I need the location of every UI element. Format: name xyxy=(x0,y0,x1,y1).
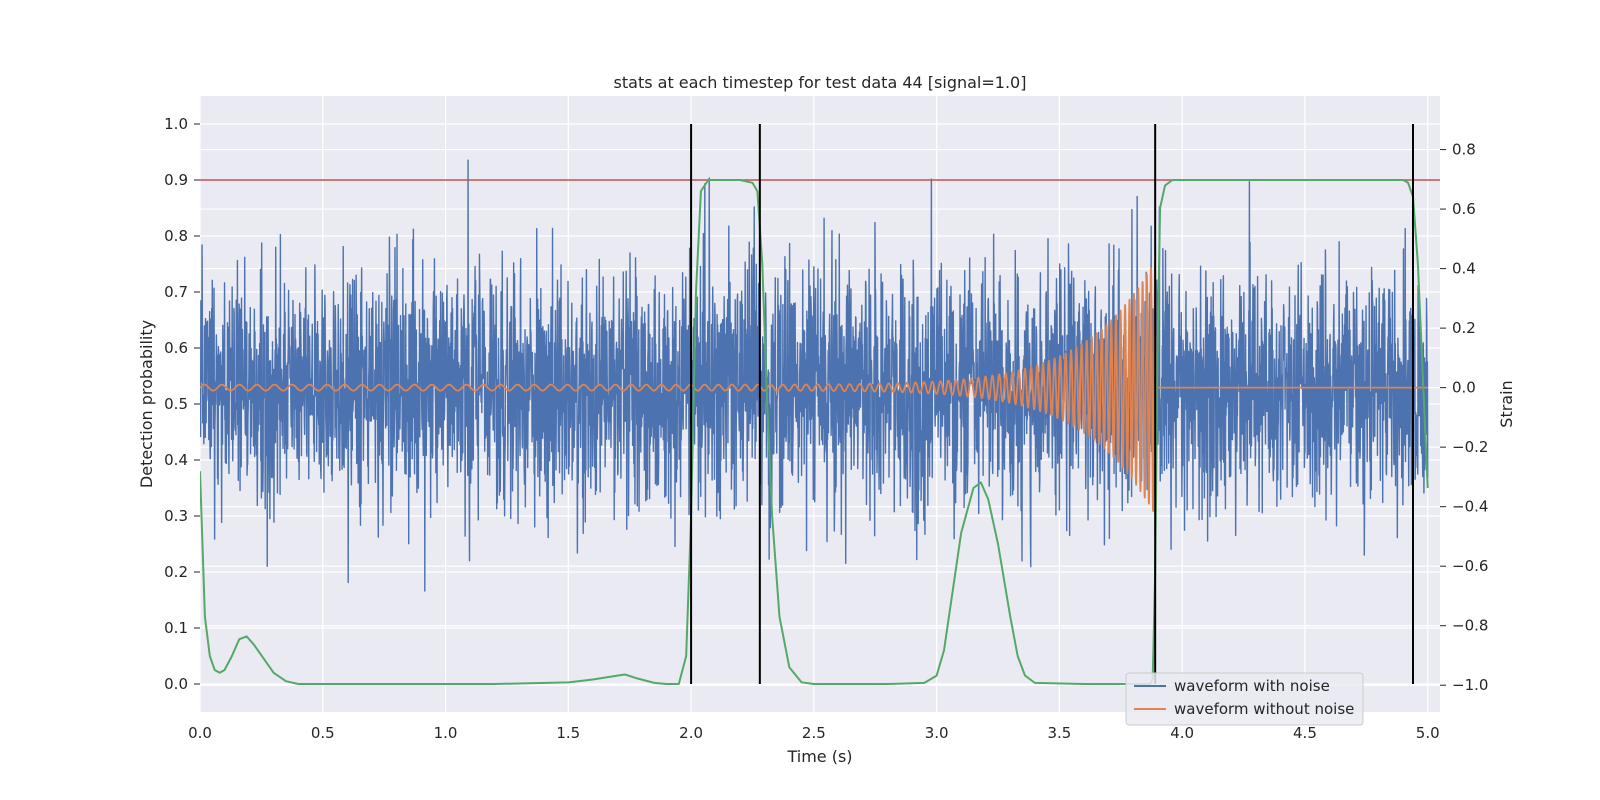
y-tick-label-left: 0.3 xyxy=(164,507,188,525)
y-tick-label-left: 0.1 xyxy=(164,619,188,637)
x-tick-label: 0.5 xyxy=(311,724,335,742)
x-tick-label: 4.5 xyxy=(1293,724,1317,742)
legend-label-waveform-without-noise: waveform without noise xyxy=(1174,700,1354,718)
y-tick-label-left: 0.0 xyxy=(164,675,188,693)
y-tick-label-left: 0.8 xyxy=(164,227,188,245)
y-axis-label-left: Detection probability xyxy=(137,320,156,488)
legend-label-waveform-with-noise: waveform with noise xyxy=(1174,677,1330,695)
x-tick-label: 3.0 xyxy=(925,724,949,742)
y-tick-label-right: 0.2 xyxy=(1452,319,1476,337)
y-ticks-right: −1.0 −0.8 −0.6 −0.4 −0.2 0.0 0.2 0.4 0.6 0.8 xyxy=(1440,141,1488,694)
series-waveform-with-noise xyxy=(200,159,1429,592)
y-tick-label-left: 1.0 xyxy=(164,115,188,133)
y-tick-label-right: 0.8 xyxy=(1452,141,1476,159)
y-tick-label-right: −0.6 xyxy=(1452,557,1488,575)
x-tick-label: 4.0 xyxy=(1170,724,1194,742)
y-axis-label-right: Strain xyxy=(1497,380,1516,427)
y-tick-label-right: −0.8 xyxy=(1452,617,1488,635)
x-tick-label: 2.5 xyxy=(802,724,826,742)
x-tick-label: 1.0 xyxy=(434,724,458,742)
y-tick-label-right: −0.4 xyxy=(1452,498,1488,516)
x-tick-label: 2.0 xyxy=(679,724,703,742)
chart-title: stats at each timestep for test data 44 … xyxy=(614,73,1027,92)
y-tick-label-left: 0.9 xyxy=(164,171,188,189)
y-tick-label-right: 0.0 xyxy=(1452,379,1476,397)
x-axis-label: Time (s) xyxy=(786,747,852,766)
legend: waveform with noise waveform without noi… xyxy=(1125,672,1364,726)
series-layer xyxy=(200,124,1440,685)
y-tick-label-right: −1.0 xyxy=(1452,676,1488,694)
x-ticks: 0.0 0.5 1.0 1.5 2.0 2.5 3.0 3.5 4.0 4.5 5.0 xyxy=(188,724,1440,742)
y-tick-label-left: 0.4 xyxy=(164,451,188,469)
y-tick-label-right: 0.4 xyxy=(1452,260,1476,278)
x-tick-label: 5.0 xyxy=(1416,724,1440,742)
y-ticks-left: 0.0 0.1 0.2 0.3 0.4 0.5 0.6 0.7 0.8 0.9 1.0 xyxy=(164,115,200,693)
y-tick-label-left: 0.2 xyxy=(164,563,188,581)
legend-box xyxy=(1125,672,1364,726)
x-tick-label: 1.5 xyxy=(556,724,580,742)
series-waveform-without-noise xyxy=(200,259,1429,512)
y-tick-label-left: 0.5 xyxy=(164,395,188,413)
y-tick-label-left: 0.7 xyxy=(164,283,188,301)
x-tick-label: 3.5 xyxy=(1047,724,1071,742)
y-tick-label-right: −0.2 xyxy=(1452,438,1488,456)
y-tick-label-right: 0.6 xyxy=(1452,200,1476,218)
x-tick-label: 0.0 xyxy=(188,724,212,742)
y-tick-label-left: 0.6 xyxy=(164,339,188,357)
